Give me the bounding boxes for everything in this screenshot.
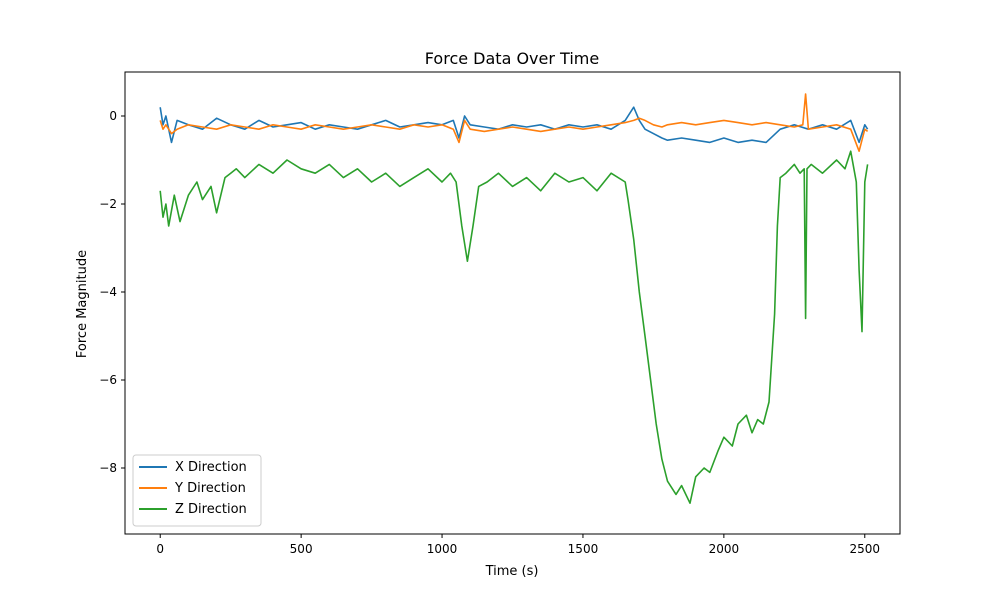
plot-frame	[124, 71, 901, 535]
plot-area	[124, 71, 901, 535]
x-tick-label: 2000	[709, 542, 740, 556]
y-tick-label: −4	[99, 285, 117, 299]
y-tick-label: 0	[109, 109, 117, 123]
legend-label: X Direction	[175, 460, 247, 475]
x-tick-label: 2500	[849, 542, 880, 556]
y-tick-label: −6	[99, 373, 117, 387]
x-axis-ticks: 0 500 1000 1500 2000 2500	[156, 534, 880, 556]
x-axis-label: Time (s)	[485, 564, 539, 579]
x-tick-label: 0	[156, 542, 164, 556]
chart-title: Force Data Over Time	[425, 49, 599, 68]
y-tick-label: −8	[99, 461, 117, 475]
series-lines	[159, 93, 869, 505]
series-line-x-direction	[159, 106, 869, 144]
legend-label: Z Direction	[175, 502, 247, 517]
x-tick-label: 1500	[568, 542, 599, 556]
legend-label: Y Direction	[174, 481, 246, 496]
x-tick-label: 1000	[427, 542, 458, 556]
x-tick-label: 500	[290, 542, 313, 556]
y-axis-label: Force Magnitude	[75, 250, 90, 358]
series-line-y-direction	[159, 93, 869, 152]
y-tick-label: −2	[99, 197, 117, 211]
legend: X Direction Y Direction Z Direction	[132, 454, 262, 527]
series-line-z-direction	[159, 150, 869, 505]
y-axis-ticks: 0 −2 −4 −6 −8	[99, 109, 125, 475]
